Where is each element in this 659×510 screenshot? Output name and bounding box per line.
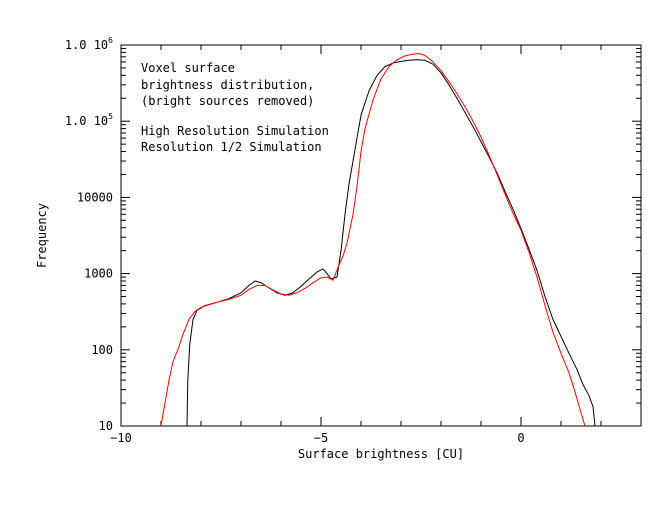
x-tick-label: 0 — [517, 431, 524, 445]
x-tick-label: −5 — [314, 431, 328, 445]
y-tick-label-base: 1.0 10 — [65, 38, 108, 52]
x-axis-label: Surface brightness [CU] — [298, 447, 464, 461]
x-tick-label: −10 — [110, 431, 132, 445]
y-tick-label-base: 1000 — [84, 267, 113, 281]
y-tick-label: 1000 — [84, 267, 113, 281]
y-tick-label: 10 — [99, 419, 113, 433]
y-tick-label-base: 10 — [99, 419, 113, 433]
y-tick-label: 1.0 105 — [65, 112, 113, 128]
legend-entry-half-resolution: Resolution 1/2 Simulation — [141, 140, 322, 154]
annotation-line: Voxel surface — [141, 61, 235, 75]
legend-entry-high-resolution: High Resolution Simulation — [141, 124, 329, 138]
y-tick-label-exponent: 6 — [108, 36, 113, 45]
y-tick-label: 1.0 106 — [65, 36, 113, 52]
annotation-line: (bright sources removed) — [141, 94, 314, 108]
y-tick-label-exponent: 5 — [108, 112, 113, 121]
plot-frame-layer — [120, 44, 642, 427]
plot-frame — [120, 44, 642, 427]
series-line-half-resolution — [160, 53, 586, 427]
y-tick-label-base: 1.0 10 — [65, 114, 108, 128]
y-tick-label: 10000 — [77, 190, 113, 204]
y-axis-label: Frequency — [35, 203, 49, 268]
series-line-high-resolution — [186, 59, 596, 427]
axis-labels: Surface brightness [CU] Frequency — [35, 203, 464, 461]
series-layer — [160, 53, 596, 427]
annotation-line: brightness distribution, — [141, 78, 314, 92]
y-tick-label-base: 100 — [91, 343, 113, 357]
legend: Voxel surface brightness distribution, (… — [141, 61, 329, 154]
y-tick-label: 100 — [91, 343, 113, 357]
y-tick-label-base: 10000 — [77, 190, 113, 204]
